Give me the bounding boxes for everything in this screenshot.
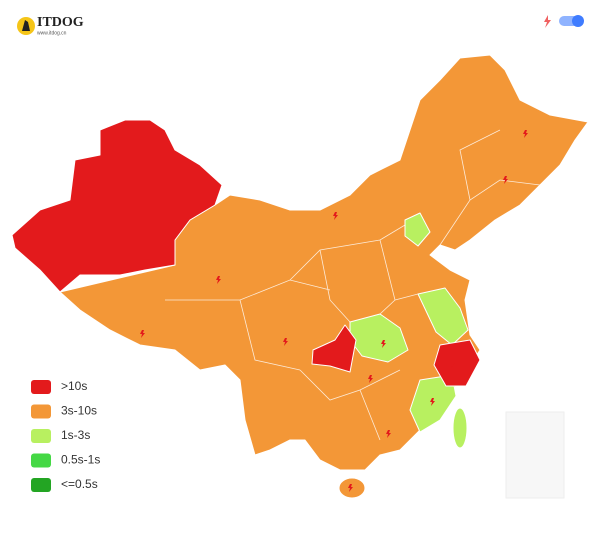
china-map (11, 54, 589, 499)
region-xinjiang (11, 119, 223, 293)
region-beijing (404, 212, 431, 247)
legend-swatch (31, 429, 51, 443)
logo: ITDOG www.itdog.cn (17, 15, 84, 36)
toggle-knob[interactable] (572, 15, 584, 27)
legend-label: 3s-10s (61, 404, 97, 418)
logo-subtitle: www.itdog.cn (37, 30, 67, 36)
logo-dog (22, 20, 30, 31)
legend-swatch (31, 380, 51, 394)
legend-label: 1s-3s (61, 428, 90, 442)
legend: >10s 3s-10s 1s-3s 0.5s-1s <=0.5s (31, 379, 100, 492)
region-jiangsu (417, 287, 469, 346)
speed-toggle[interactable] (544, 15, 584, 28)
legend-label: >10s (61, 379, 87, 393)
legend-swatch (31, 453, 51, 468)
region-taiwan (452, 407, 468, 449)
legend-swatch (31, 404, 51, 419)
region-zhejiang (433, 339, 481, 387)
lightning-icon (544, 15, 551, 28)
region-chongqing (311, 324, 357, 373)
logo-title: ITDOG (37, 15, 84, 30)
lightning-markers (140, 130, 528, 492)
legend-label: 0.5s-1s (61, 453, 100, 467)
south-sea-inset (505, 411, 565, 499)
legend-swatch (31, 478, 51, 492)
legend-label: <=0.5s (61, 477, 98, 491)
province-borders (165, 129, 541, 441)
